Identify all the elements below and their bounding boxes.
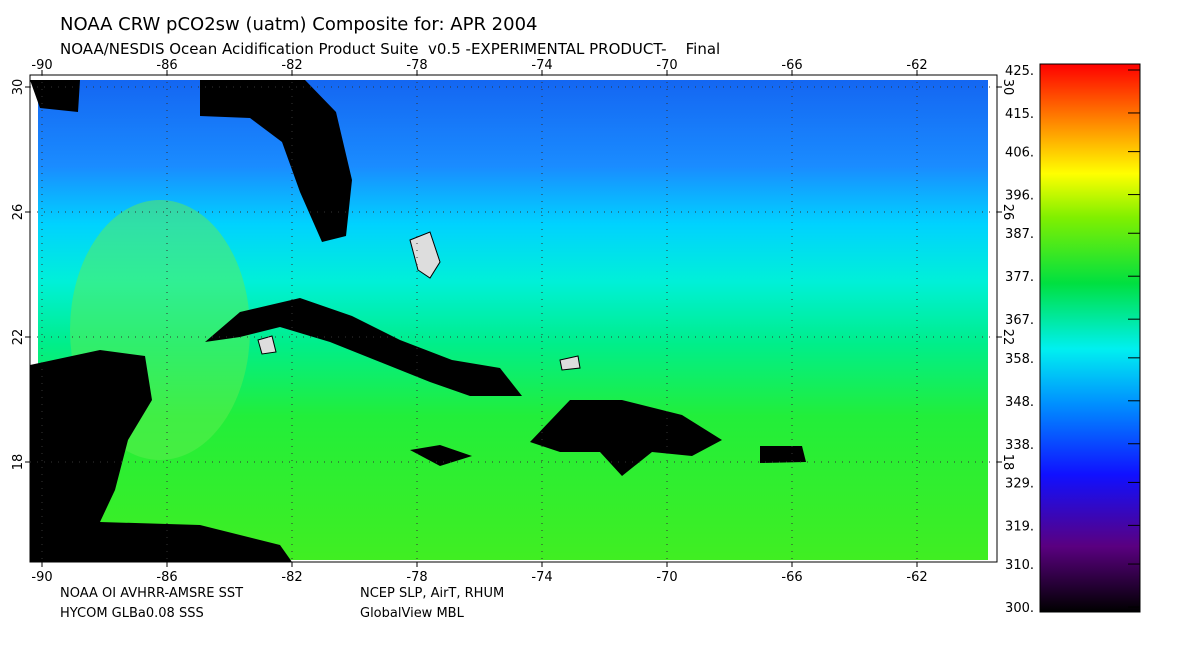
- lat-label: 18: [11, 454, 26, 471]
- lat-label: 22: [11, 329, 26, 346]
- lon-label: -74: [531, 570, 552, 585]
- colorbar-label: 300.: [1005, 601, 1034, 616]
- island: [559, 355, 581, 371]
- land: [760, 446, 806, 463]
- map: [29, 74, 998, 563]
- lat-label: 22: [1000, 329, 1015, 346]
- colorbar-label: 358.: [1005, 352, 1034, 367]
- colorbar-label: 387.: [1005, 227, 1034, 242]
- colorbar-label: 338.: [1005, 438, 1034, 453]
- colorbar: [1039, 63, 1141, 613]
- colorbar-label: 367.: [1005, 313, 1034, 328]
- lat-label: 26: [1000, 204, 1015, 221]
- lat-label: 26: [11, 204, 26, 221]
- lon-label: -62: [906, 570, 927, 585]
- land: [30, 350, 292, 562]
- lon-label: -90: [31, 58, 52, 73]
- footer-text: HYCOM GLBa0.08 SSS: [60, 606, 204, 621]
- islands: [257, 231, 581, 371]
- lon-label: -90: [31, 570, 52, 585]
- map-border: [29, 74, 998, 563]
- footer-text: NCEP SLP, AirT, RHUM: [360, 586, 504, 601]
- subtitle: NOAA/NESDIS Ocean Acidification Product …: [60, 40, 720, 58]
- lon-label: -70: [656, 58, 677, 73]
- land: [200, 80, 352, 242]
- land: [205, 298, 522, 396]
- colorbar-label: 329.: [1005, 476, 1034, 491]
- lat-label: 30: [11, 79, 26, 96]
- colorbar-label: 406.: [1005, 146, 1034, 161]
- colorbar-label: 310.: [1005, 558, 1034, 573]
- land: [410, 445, 472, 466]
- lon-label: -82: [281, 570, 302, 585]
- colorbar-label: 425.: [1005, 64, 1034, 79]
- lon-label: -74: [531, 58, 552, 73]
- footer-text: GlobalView MBL: [360, 606, 465, 621]
- colorbar-label: 319.: [1005, 519, 1034, 534]
- lon-label: -86: [156, 58, 177, 73]
- lon-label: -66: [781, 570, 802, 585]
- island: [257, 335, 277, 355]
- lat-label: 30: [1000, 79, 1015, 96]
- colorbar-label: 377.: [1005, 270, 1034, 285]
- footer-text: NOAA OI AVHRR-AMSRE SST: [60, 586, 243, 601]
- lon-label: -78: [406, 570, 427, 585]
- colorbar-label: 396.: [1005, 189, 1034, 204]
- land: [30, 80, 806, 562]
- lon-label: -82: [281, 58, 302, 73]
- lon-label: -70: [656, 570, 677, 585]
- lon-label: -78: [406, 58, 427, 73]
- lon-label: -66: [781, 58, 802, 73]
- colorbar-label: 348.: [1005, 395, 1034, 410]
- lon-label: -62: [906, 58, 927, 73]
- lon-label: -86: [156, 570, 177, 585]
- lat-label: 18: [1000, 454, 1015, 471]
- land: [530, 400, 722, 476]
- colorbar-label: 415.: [1005, 107, 1034, 122]
- title: NOAA CRW pCO2sw (uatm) Composite for: AP…: [60, 14, 537, 35]
